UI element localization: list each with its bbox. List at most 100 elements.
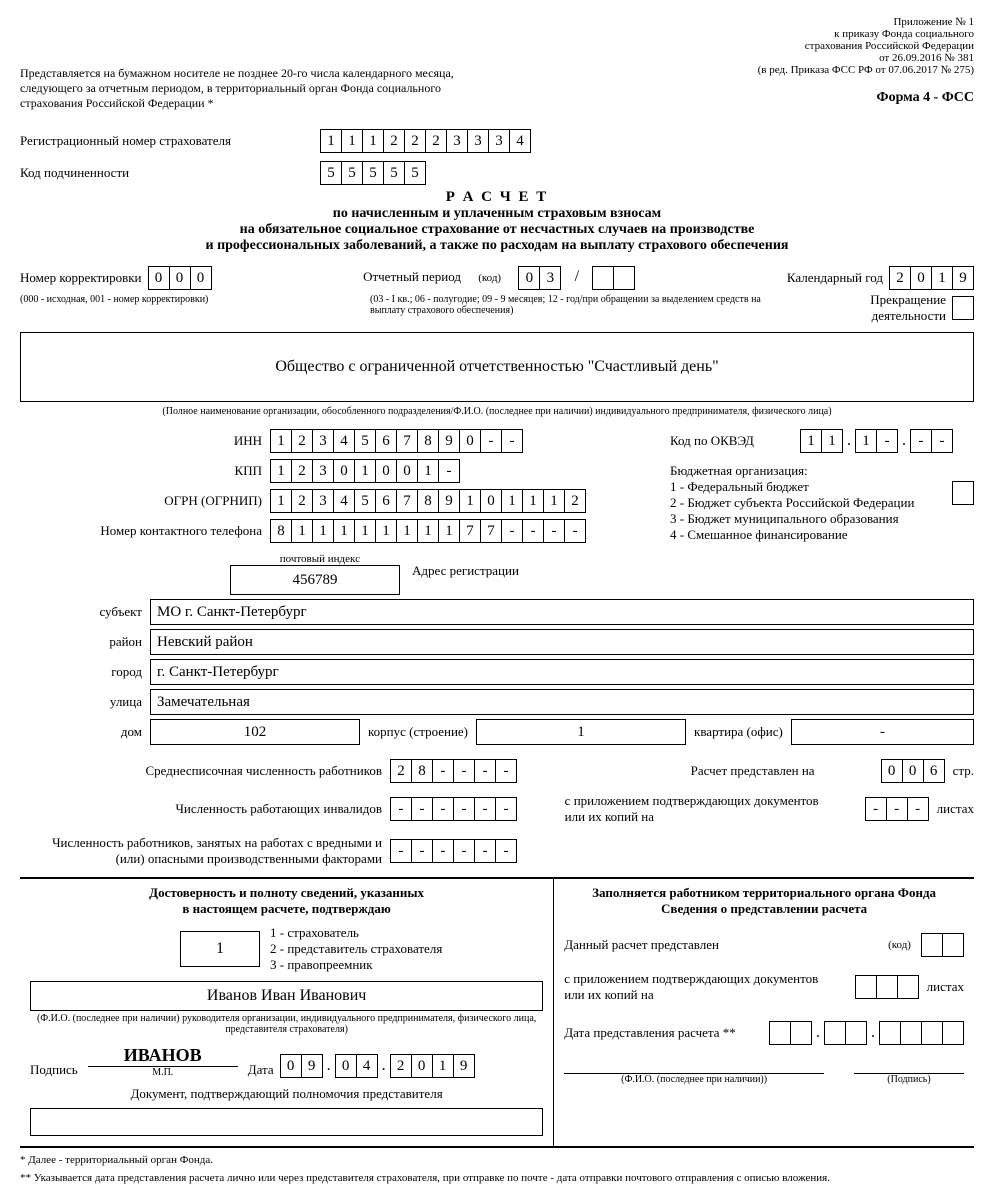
budget-l3: 3 - Бюджет муниципального образования	[670, 511, 952, 527]
cell: 1	[438, 519, 460, 543]
correction-label: Номер корректировки	[20, 270, 142, 286]
cell: 4	[333, 489, 355, 513]
cell: -	[453, 759, 475, 783]
cell: 3	[539, 266, 561, 290]
flat-label: квартира (офис)	[686, 724, 791, 740]
cell: 9	[438, 489, 460, 513]
cell: 5	[341, 161, 363, 185]
cell: 7	[396, 429, 418, 453]
cell: -	[474, 759, 496, 783]
cell: 3	[312, 429, 334, 453]
cell: 8	[417, 489, 439, 513]
cell: -	[453, 839, 475, 863]
cell	[613, 266, 635, 290]
cell: 4	[333, 429, 355, 453]
cell: -	[438, 459, 460, 483]
title-l4: и профессиональных заболеваний, а также …	[20, 238, 974, 254]
dot: .	[382, 1057, 386, 1075]
cell: -	[907, 797, 929, 821]
cell: 1	[320, 129, 342, 153]
cell: -	[931, 429, 953, 453]
form-code: Форма 4 - ФСС	[497, 90, 974, 106]
cell	[952, 296, 974, 320]
attachment-note: Приложение № 1 к приказу Фонда социально…	[497, 16, 974, 106]
addr-label-street: улица	[20, 694, 150, 710]
addr-label-subject: субъект	[20, 604, 150, 620]
cell: 1	[333, 519, 355, 543]
pages-cells: 006	[881, 759, 945, 783]
cell	[942, 1021, 964, 1045]
dot: .	[871, 1024, 875, 1042]
building-box: 1	[476, 719, 686, 745]
cell: 9	[952, 266, 974, 290]
cell: -	[543, 519, 565, 543]
sr-title2: Сведения о представлении расчета	[564, 901, 964, 917]
cell: 2	[291, 429, 313, 453]
house-box: 102	[150, 719, 360, 745]
period1-cells: 03	[518, 266, 561, 290]
budget-l1: 1 - Федеральный бюджет	[670, 479, 952, 495]
cell	[824, 1021, 846, 1045]
cell: -	[432, 839, 454, 863]
cell: 2	[404, 129, 426, 153]
footnote-1: * Далее - территориальный орган Фонда.	[20, 1154, 974, 1166]
cell	[879, 1021, 901, 1045]
cell	[876, 975, 898, 999]
signature: ИВАНОВ	[88, 1045, 238, 1067]
correction-cells: 000	[148, 266, 212, 290]
cell: 5	[320, 161, 342, 185]
inv-label: Численность работающих инвалидов	[20, 801, 390, 817]
sl-title1: Достоверность и полноту сведений, указан…	[30, 885, 543, 901]
period-hint: (03 - I кв.; 06 - полугодие; 09 - 9 меся…	[280, 290, 836, 316]
sr-l3: Дата представления расчета **	[564, 1025, 769, 1041]
org-hint: (Полное наименование организации, обособ…	[20, 406, 974, 417]
kpp-label: КПП	[20, 463, 270, 479]
cell: 2	[291, 489, 313, 513]
cell: 6	[375, 489, 397, 513]
cell: 1	[375, 519, 397, 543]
inn-label: ИНН	[20, 433, 270, 449]
inv-cells: ------	[390, 797, 517, 821]
cell	[897, 975, 919, 999]
pages-label: Расчет представлен на	[691, 763, 881, 779]
cell: 0	[459, 429, 481, 453]
sub-code-label: Код подчиненности	[20, 165, 320, 181]
cell: 9	[301, 1054, 323, 1078]
sr-sign-hint: (Подпись)	[854, 1074, 964, 1085]
phone-cells: 81111111177----	[270, 519, 586, 543]
title-l3: на обязательное социальное страхование о…	[20, 222, 974, 238]
cell	[921, 1021, 943, 1045]
cell: -	[495, 839, 517, 863]
cell: -	[453, 797, 475, 821]
code-word: (код)	[478, 272, 501, 284]
cell: -	[390, 797, 412, 821]
cell: 2	[889, 266, 911, 290]
cell: 1	[354, 519, 376, 543]
cell: -	[564, 519, 586, 543]
cell: 3	[467, 129, 489, 153]
docs-l2: или их копий на	[565, 809, 865, 825]
dot: .	[327, 1057, 331, 1075]
cell: -	[495, 759, 517, 783]
cell: 3	[488, 129, 510, 153]
sr-code-cells	[921, 933, 964, 957]
budget-l4: 4 - Смешанное финансирование	[670, 527, 952, 543]
zip-label: почтовый индекс	[20, 553, 400, 565]
cell: -	[432, 759, 454, 783]
stop-label: Прекращение деятельности	[836, 292, 946, 324]
cell: -	[501, 519, 523, 543]
okved-dot2: .	[902, 432, 906, 450]
cell: 0	[375, 459, 397, 483]
cell: 6	[375, 429, 397, 453]
house-label: дом	[20, 724, 150, 740]
cell: 1	[270, 489, 292, 513]
cell: 0	[902, 759, 924, 783]
cell	[845, 1021, 867, 1045]
addr-box-subject: МО г. Санкт-Петербург	[150, 599, 974, 625]
cell: -	[910, 429, 932, 453]
cell	[942, 933, 964, 957]
sr-fio-hint: (Ф.И.О. (последнее при наличии))	[564, 1074, 824, 1085]
who-l1: 1 - страхователь	[270, 925, 442, 941]
cell: 5	[362, 161, 384, 185]
cell: 3	[446, 129, 468, 153]
